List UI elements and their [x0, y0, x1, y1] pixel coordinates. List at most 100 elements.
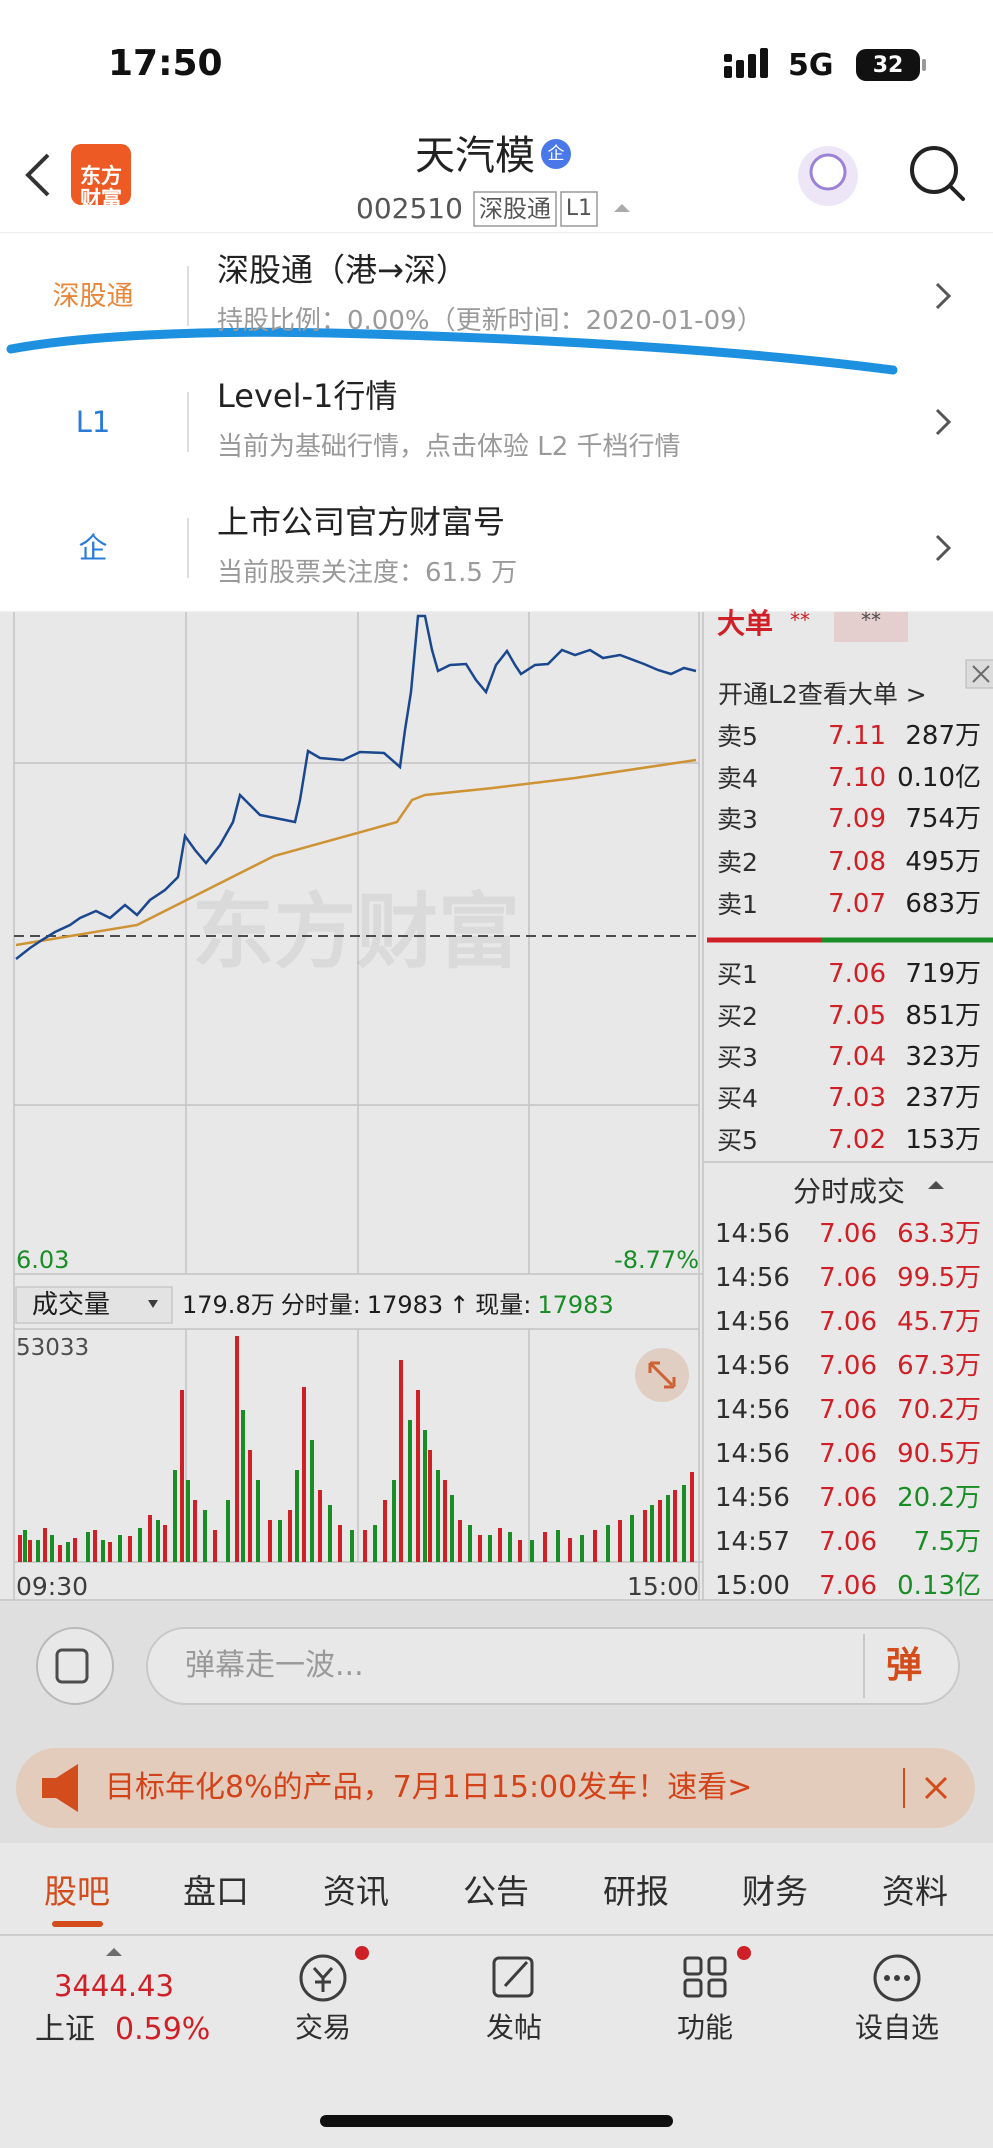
status-time: 17:50 [108, 43, 223, 84]
watermark: 东方财富 [192, 885, 520, 980]
trade-price: 7.06 [819, 1351, 877, 1381]
book-label: 买1 [717, 959, 758, 989]
tag-box [473, 191, 557, 227]
avatar-face [809, 153, 847, 191]
book-price: 7.04 [828, 1042, 886, 1072]
price-line [15, 614, 697, 960]
trade-time: 14:56 [715, 1395, 790, 1425]
volume-max: 53033 [16, 1334, 90, 1361]
volume-info-item: 17983 [537, 1291, 614, 1319]
close-l2[interactable] [965, 659, 993, 689]
book-label: 卖3 [717, 804, 758, 834]
book-volume: 323万 [905, 1042, 981, 1072]
book-label: 买4 [717, 1083, 758, 1113]
tab[interactable]: 股吧 [44, 1871, 110, 1911]
trade-volume: 99.5万 [897, 1263, 981, 1293]
menu-row[interactable] [0, 359, 993, 486]
price-low: 6.03 [16, 1246, 70, 1274]
danmaku-toggle[interactable] [36, 1627, 114, 1705]
trade-time: 14:56 [715, 1439, 790, 1469]
tag: L1 [565, 196, 593, 221]
trade-volume: 0.13亿 [897, 1571, 981, 1601]
more-dots [884, 1975, 910, 1981]
tab[interactable]: 研报 [603, 1871, 669, 1911]
book-price: 7.09 [828, 804, 886, 834]
book-price: 7.10 [828, 763, 886, 793]
trade-time: 14:57 [715, 1527, 790, 1557]
stock-code: 002510 [356, 192, 463, 225]
book-volume: 287万 [905, 721, 981, 751]
nav-item[interactable]: 功能 [676, 2011, 734, 2044]
menu-subtitle: 持股比例：0.00%（更新时间：2020-01-09） [217, 306, 763, 336]
function-dot [737, 1946, 751, 1960]
megaphone-icon [42, 1764, 78, 1812]
menu-icon: L1 [75, 404, 111, 439]
menu-icon: 企 [78, 530, 108, 565]
nav-item[interactable]: 交易 [294, 2011, 352, 2044]
menu-row[interactable] [0, 233, 993, 360]
trade-volume: 67.3万 [897, 1351, 981, 1381]
trade-price: 7.06 [819, 1219, 877, 1249]
title-badge-text: 企 [547, 143, 565, 164]
danmaku-input[interactable] [146, 1627, 960, 1705]
book-label: 买3 [717, 1042, 758, 1072]
tab[interactable]: 公告 [463, 1871, 529, 1911]
book-label: 买5 [717, 1125, 758, 1155]
trade-dot [355, 1946, 369, 1960]
menu-subtitle: 当前股票关注度：61.5 万 [217, 558, 518, 588]
index-name: 上证 [35, 2012, 95, 2047]
banner[interactable] [16, 1748, 975, 1828]
menu-row[interactable] [0, 485, 993, 612]
big-order-value: ** [790, 608, 810, 632]
book-volume: 851万 [905, 1001, 981, 1031]
tag: 深股通 [479, 195, 551, 223]
book-price: 7.03 [828, 1083, 886, 1113]
back-button[interactable] [25, 153, 50, 197]
nav-item[interactable]: 设自选 [854, 2011, 940, 2044]
logo-text: 东方财富 [80, 163, 122, 211]
tab[interactable]: 财务 [742, 1871, 808, 1911]
big-order-title: 大单 [717, 607, 774, 640]
trades-sort-arrow [928, 1181, 944, 1189]
volume-bars-down [23, 1410, 686, 1562]
trade-volume: 45.7万 [897, 1307, 981, 1337]
l2-prompt[interactable]: 开通L2查看大单 > [718, 679, 927, 709]
volume-info-item: 现量: [475, 1291, 532, 1319]
tab[interactable]: 资料 [882, 1871, 948, 1911]
book-volume: 683万 [905, 889, 981, 919]
book-price: 7.08 [828, 847, 886, 877]
close-l2-icon [972, 665, 990, 683]
search-button[interactable] [910, 146, 958, 194]
nav-item[interactable]: 发帖 [485, 2011, 543, 2044]
book-price: 7.11 [828, 721, 886, 751]
nav-icons [299, 1954, 921, 2002]
chart-grid [0, 600, 993, 1601]
danmaku-button[interactable]: 弹 [885, 1645, 923, 1686]
book-volume: 719万 [905, 959, 981, 989]
trade-price: 7.06 [819, 1439, 877, 1469]
tabs-bg [0, 1843, 993, 1935]
volume-bars-up [18, 1336, 694, 1562]
book-volume: 495万 [905, 847, 981, 877]
tab[interactable]: 盘口 [183, 1871, 249, 1911]
volume-info: 179.8万 分时量: 17983 ↑ 现量: 17983 [182, 1293, 620, 1317]
volume-dropdown[interactable] [15, 1286, 173, 1324]
time-start: 09:30 [16, 1571, 89, 1601]
book-label: 卖5 [717, 721, 758, 751]
trade-price: 7.06 [819, 1307, 877, 1337]
logo [71, 144, 131, 205]
banner-text[interactable]: 目标年化8%的产品，7月1日15:00发车！速看> [105, 1770, 753, 1805]
big-order-value: ** [861, 608, 881, 632]
book-label: 卖2 [717, 847, 758, 877]
volume-info-item: 179.8万 [182, 1291, 275, 1319]
book-volume: 754万 [905, 804, 981, 834]
tag-box [560, 191, 598, 227]
book-label: 卖4 [717, 763, 758, 793]
banner-close[interactable] [924, 1776, 948, 1800]
tab[interactable]: 资讯 [323, 1871, 389, 1911]
trade-price: 7.06 [819, 1483, 877, 1513]
trade-price: 7.06 [819, 1263, 877, 1293]
volume-selector[interactable]: 成交量 [32, 1290, 111, 1320]
expand-icon [648, 1361, 676, 1389]
